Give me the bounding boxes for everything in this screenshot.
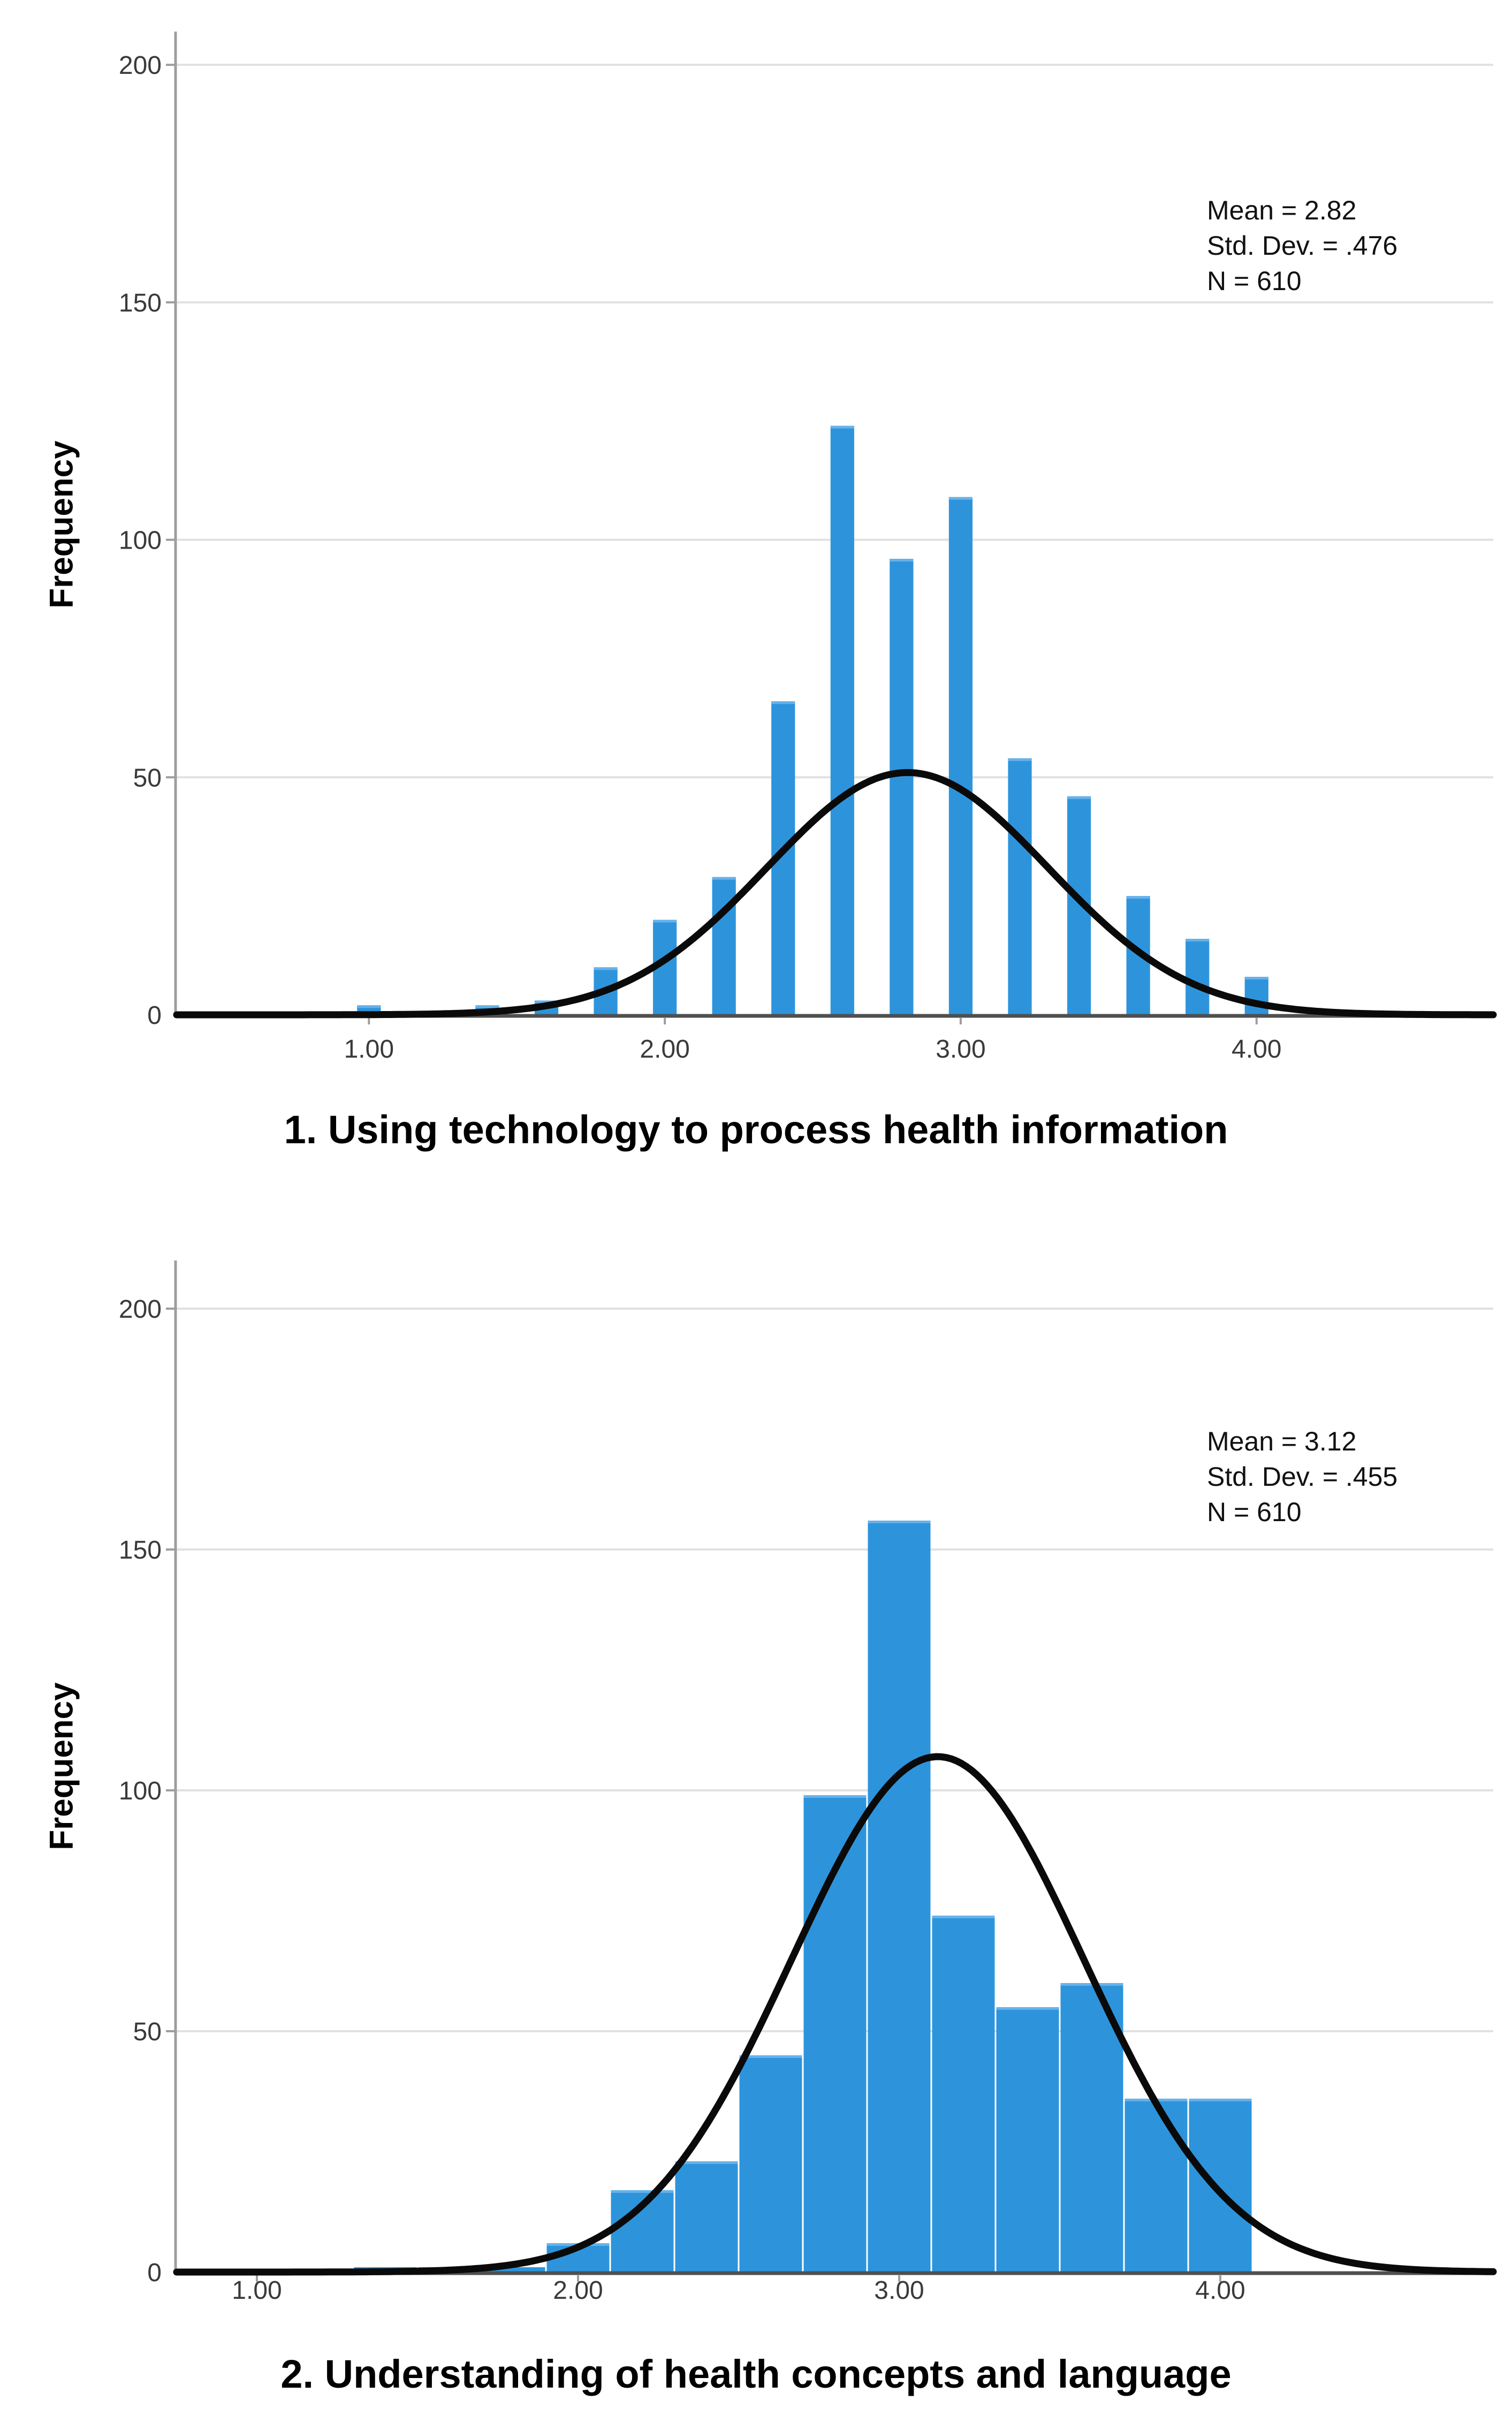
chart-title-1: 1. Using technology to process health in… <box>284 1107 1228 1152</box>
svg-text:0: 0 <box>147 2259 162 2287</box>
svg-text:150: 150 <box>119 1536 162 1564</box>
svg-text:2.00: 2.00 <box>640 1035 689 1064</box>
svg-text:2.00: 2.00 <box>553 2276 603 2305</box>
svg-text:100: 100 <box>119 527 162 555</box>
svg-text:200: 200 <box>119 1295 162 1324</box>
y-axis-label-1: Frequency <box>43 440 80 609</box>
stat-std-dev-2: Std. Dev. = .455 <box>1207 1462 1398 1492</box>
svg-text:4.00: 4.00 <box>1195 2276 1245 2305</box>
svg-text:1.00: 1.00 <box>232 2276 282 2305</box>
y-axis-label-2: Frequency <box>43 1682 80 1850</box>
stat-mean-1: Mean = 2.82 <box>1207 195 1357 225</box>
svg-text:50: 50 <box>133 764 162 792</box>
stat-std-dev-1: Std. Dev. = .476 <box>1207 231 1398 261</box>
stats-annotation-1: Mean = 2.82 Std. Dev. = .476 N = 610 <box>1207 193 1397 299</box>
stats-annotation-2: Mean = 3.12 Std. Dev. = .455 N = 610 <box>1207 1424 1397 1530</box>
histogram-chart-2: 0 50 100 150 200 1.00 2.00 3.00 4.00 Frequency M… <box>0 1211 1512 2423</box>
stat-n-1: N = 610 <box>1207 266 1302 296</box>
stat-mean-2: Mean = 3.12 <box>1207 1426 1357 1456</box>
svg-text:100: 100 <box>119 1777 162 1805</box>
svg-text:150: 150 <box>119 289 162 317</box>
plot-area-1: 0 50 100 150 200 1.00 2.00 3.00 4.00 <box>119 32 1497 1064</box>
svg-text:50: 50 <box>133 2018 162 2046</box>
chart-title-2: 2. Understanding of health concepts and … <box>280 2352 1232 2396</box>
svg-text:1.00: 1.00 <box>344 1035 394 1064</box>
plot-area-2: 0 50 100 150 200 1.00 2.00 3.00 4.00 <box>119 1260 1497 2305</box>
stat-n-2: N = 610 <box>1207 1497 1302 1527</box>
svg-text:3.00: 3.00 <box>936 1035 985 1064</box>
svg-text:0: 0 <box>147 1001 162 1030</box>
svg-text:200: 200 <box>119 51 162 80</box>
svg-text:3.00: 3.00 <box>874 2276 924 2305</box>
svg-text:4.00: 4.00 <box>1232 1035 1281 1064</box>
histogram-chart-1: 0 50 100 150 200 1.00 2.00 3.00 4.00 Frequency M… <box>0 0 1512 1211</box>
